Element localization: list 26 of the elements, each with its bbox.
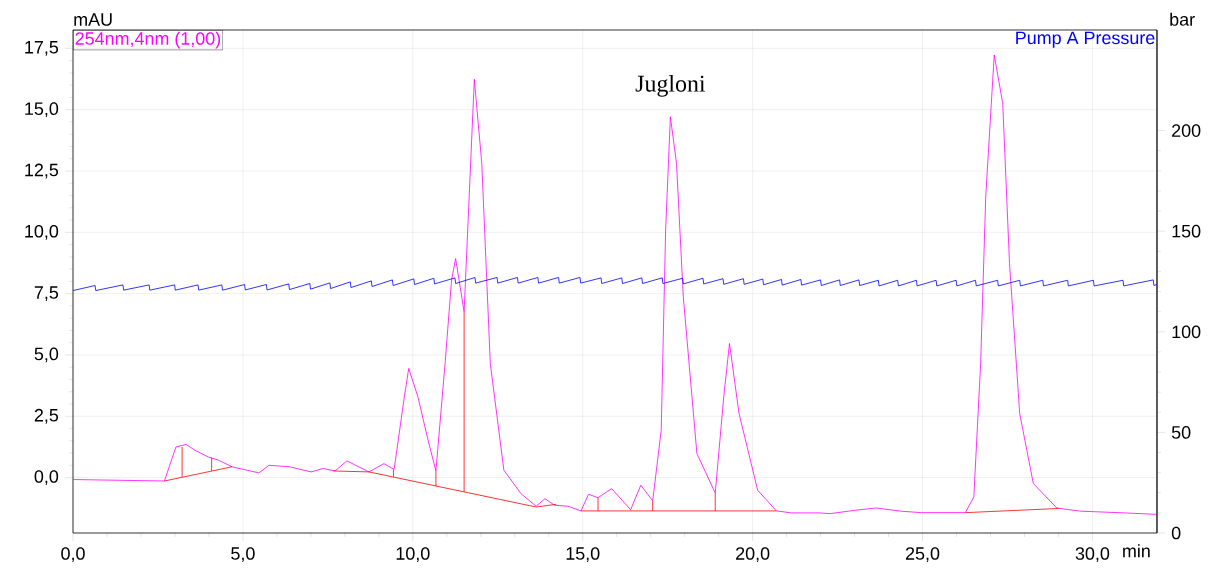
x-tick-label: 30,0: [1075, 547, 1110, 562]
y2-tick-label: 200: [1172, 124, 1201, 137]
y-tick-label: 15,0: [25, 102, 59, 118]
y2-tick-label: 150: [1172, 224, 1201, 238]
x-axis-title: min: [1123, 544, 1150, 558]
y-tick-label: 10,0: [25, 224, 59, 240]
y2-tick-label: 0: [1171, 526, 1181, 540]
y-tick-label: 5,0: [34, 347, 59, 363]
text: Pump A Pressure: [1016, 31, 1155, 48]
text: 254nm,4nm (1,00): [75, 31, 221, 49]
y-tick-label: 0,0: [34, 470, 59, 485]
x-tick-label: 10,0: [396, 547, 430, 562]
x-tick-label: 0,0: [61, 547, 85, 562]
y-tick-label: 12,5: [25, 163, 59, 179]
annotation: Jugloni: [635, 74, 706, 97]
x-tick-label: 15,0: [566, 547, 600, 562]
x-tick-label: 20,0: [736, 547, 770, 562]
y-axis-title: mAU: [74, 13, 112, 26]
y-tick-label: 7,5: [34, 286, 59, 301]
y2-tick-label: 100: [1172, 325, 1201, 339]
y-tick-label: 2,5: [34, 408, 59, 424]
y-tick-label: 17,5: [25, 41, 59, 56]
x-tick-label: 25,0: [905, 547, 940, 562]
x-tick-label: 5,0: [231, 547, 255, 562]
y2-tick-label: 50: [1171, 426, 1191, 439]
y2-axis-title: bar: [1170, 12, 1195, 26]
